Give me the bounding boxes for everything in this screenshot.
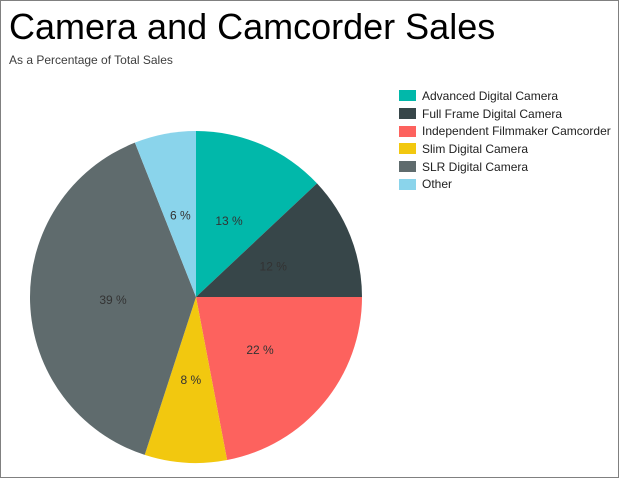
legend-label: Other bbox=[422, 177, 453, 192]
legend-label: Independent Filmmaker Camcorder bbox=[422, 124, 611, 139]
legend-item-slim-digital-camera[interactable]: Slim Digital Camera bbox=[399, 140, 611, 158]
legend-swatch-icon bbox=[399, 108, 416, 120]
legend: Advanced Digital Camera Full Frame Digita… bbox=[399, 87, 611, 193]
pie-slice-value-label: 8 % bbox=[180, 373, 201, 387]
legend-item-independent-filmmaker-camcorder[interactable]: Independent Filmmaker Camcorder bbox=[399, 122, 611, 140]
legend-label: Slim Digital Camera bbox=[422, 141, 529, 156]
chart-title: Camera and Camcorder Sales bbox=[9, 6, 496, 47]
legend-label: Advanced Digital Camera bbox=[422, 88, 559, 103]
legend-swatch-icon bbox=[399, 125, 416, 137]
legend-item-slr-digital-camera[interactable]: SLR Digital Camera bbox=[399, 158, 611, 176]
pie-slice-value-label: 22 % bbox=[246, 343, 274, 357]
pie-slice-value-label: 6 % bbox=[170, 209, 191, 223]
legend-swatch-icon bbox=[399, 178, 416, 190]
pie-slice-value-label: 12 % bbox=[260, 260, 288, 274]
legend-label: Full Frame Digital Camera bbox=[422, 106, 563, 121]
legend-item-full-frame-digital-camera[interactable]: Full Frame Digital Camera bbox=[399, 105, 611, 123]
pie-slice-other[interactable] bbox=[134, 131, 196, 297]
chart-subtitle: As a Percentage of Total Sales bbox=[9, 53, 173, 67]
pie-slice-full-frame-digital-camera[interactable] bbox=[196, 183, 362, 297]
legend-label: SLR Digital Camera bbox=[422, 159, 529, 174]
legend-item-advanced-digital-camera[interactable]: Advanced Digital Camera bbox=[399, 87, 611, 105]
legend-swatch-icon bbox=[399, 143, 416, 155]
pie-slice-independent-filmmaker-camcorder[interactable] bbox=[196, 297, 362, 461]
legend-swatch-icon bbox=[399, 161, 416, 173]
legend-swatch-icon bbox=[399, 90, 416, 102]
pie-slice-slim-digital-camera[interactable] bbox=[144, 297, 228, 464]
pie-slice-value-label: 13 % bbox=[215, 214, 243, 228]
pie-slice-advanced-digital-camera[interactable] bbox=[196, 131, 318, 297]
pie-slice-value-label: 39 % bbox=[99, 293, 127, 307]
pie-slice-slr-digital-camera[interactable] bbox=[29, 142, 197, 455]
legend-item-other[interactable]: Other bbox=[399, 175, 611, 193]
